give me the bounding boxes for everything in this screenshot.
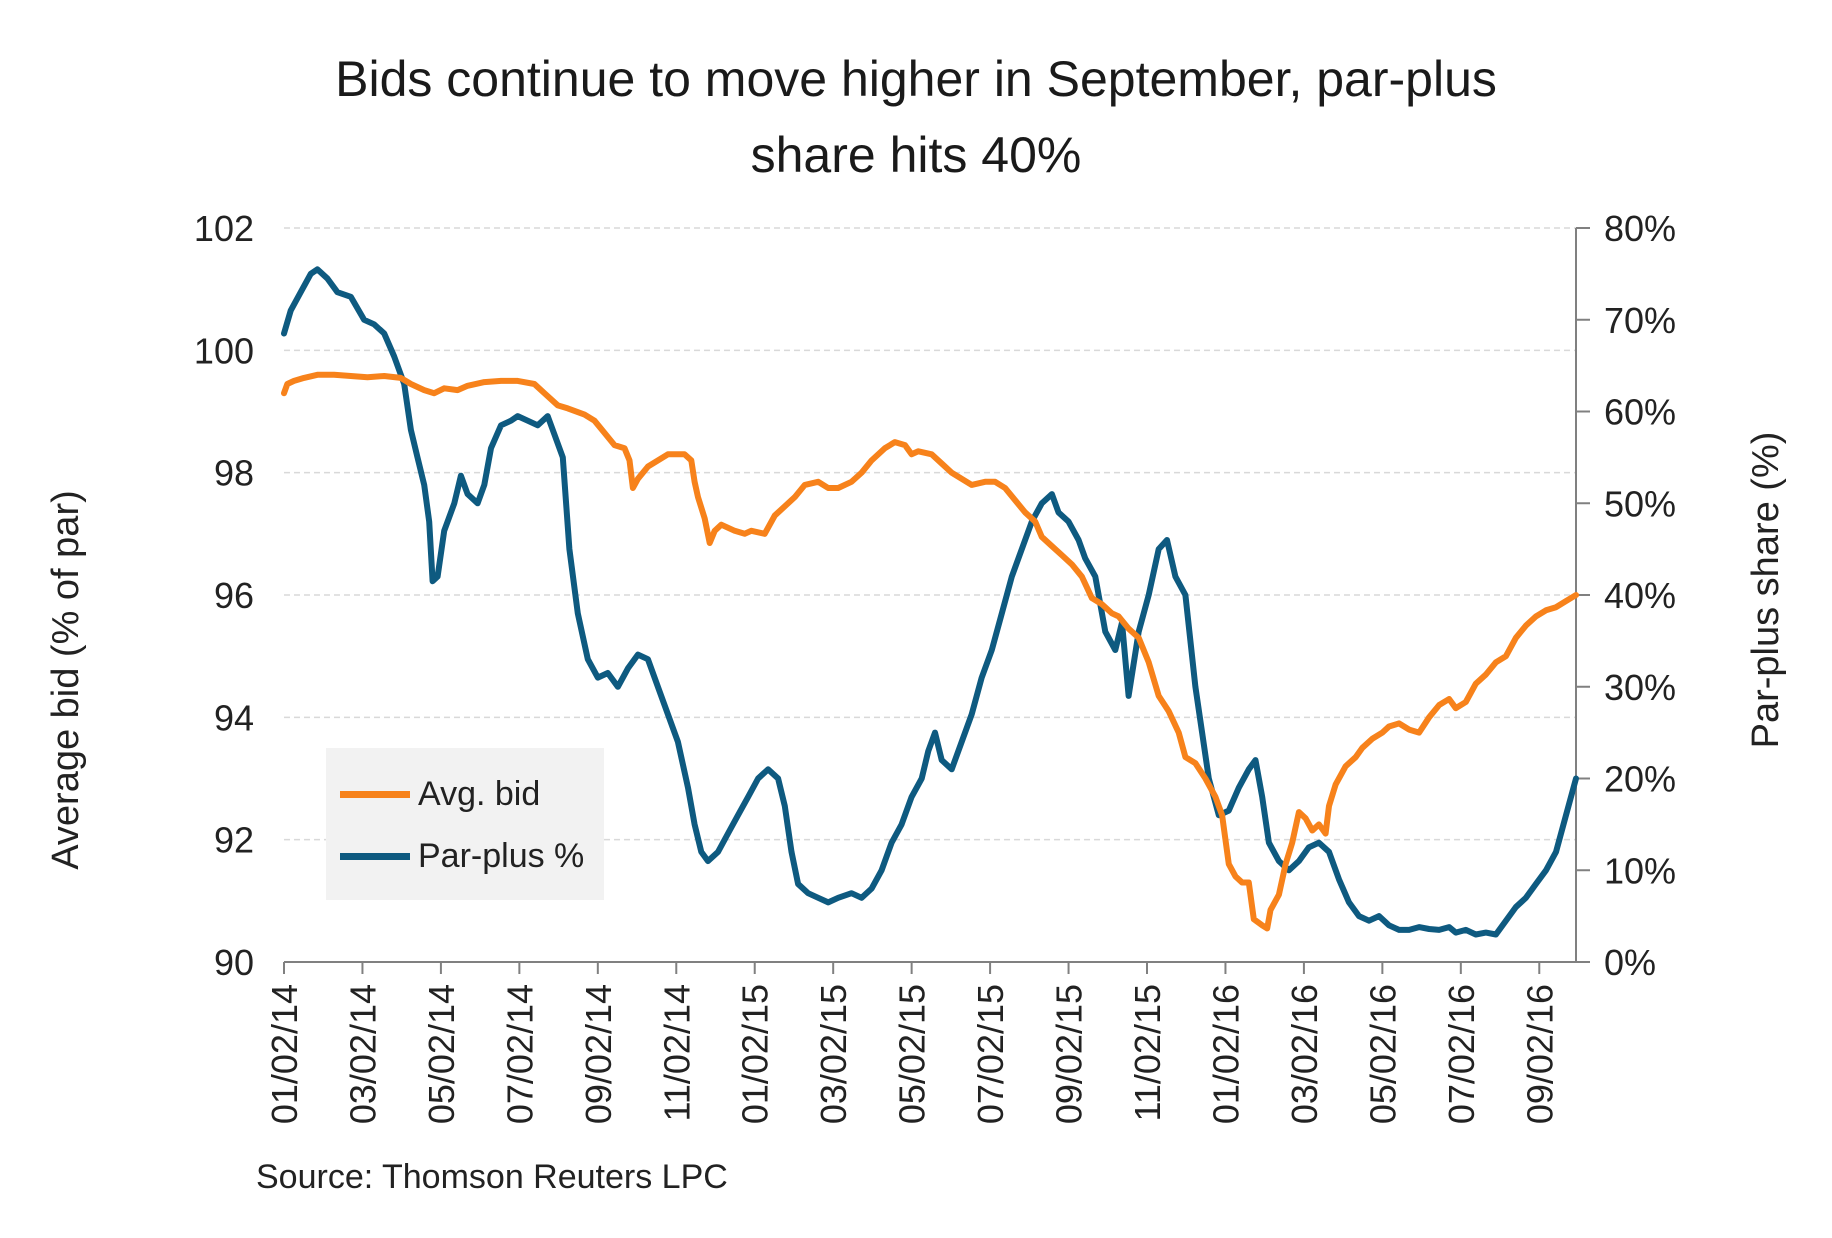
y-right-tick-label: 40%: [1604, 575, 1676, 616]
x-tick-label: 03/02/16: [1284, 984, 1325, 1124]
y-right-tick-label: 0%: [1604, 942, 1656, 983]
y-left-tick-label: 98: [214, 453, 254, 494]
series-line-avg-bid: [281, 371, 1579, 932]
x-tick-label: 03/02/14: [342, 984, 383, 1124]
y-right-tick-label: 10%: [1604, 850, 1676, 891]
y-axis-right-label: Par-plus share (%): [1745, 432, 1787, 749]
x-axis-ticks: 01/02/14 03/02/14 05/02/14 07/02/14 09/02/14…: [264, 962, 1560, 1124]
y-left-tick-label: 94: [214, 697, 254, 738]
y-axis-left-ticks: 102 100 98 96 94 92 90: [194, 208, 254, 983]
y-axis-right-ticks: 80% 70% 60% 50% 40% 30% 20% 10% 0%: [1576, 208, 1676, 983]
x-tick-label: 07/02/16: [1441, 984, 1482, 1124]
legend-label-par-plus: Par-plus %: [418, 836, 585, 875]
x-tick-label: 03/02/15: [813, 984, 854, 1124]
x-tick-label: 01/02/16: [1205, 984, 1246, 1124]
x-tick-label: 11/02/15: [1127, 984, 1168, 1121]
legend: Avg. bid Par-plus %: [326, 748, 604, 900]
y-right-tick-label: 30%: [1604, 667, 1676, 708]
chart-title-line1: Bids continue to move higher in Septembe…: [335, 51, 1497, 107]
legend-swatch-par-plus: [340, 852, 410, 860]
source-note: Source: Thomson Reuters LPC: [256, 1158, 728, 1196]
series-lines: [281, 266, 1579, 938]
legend-swatch-avg-bid: [340, 790, 410, 798]
x-tick-label: 09/02/15: [1049, 984, 1090, 1124]
legend-item-avg-bid: Avg. bid: [340, 774, 540, 814]
x-tick-label: 05/02/16: [1362, 984, 1403, 1124]
x-tick-label: 07/02/15: [970, 984, 1011, 1124]
x-tick-label: 05/02/14: [421, 984, 462, 1124]
x-tick-label: 07/02/14: [499, 984, 540, 1124]
x-tick-label: 01/02/14: [264, 984, 305, 1124]
x-tick-label: 01/02/15: [735, 984, 776, 1124]
series-line-par-plus: [281, 266, 1579, 938]
legend-label-avg-bid: Avg. bid: [418, 774, 541, 813]
y-right-tick-label: 60%: [1604, 392, 1676, 433]
x-tick-label: 05/02/15: [892, 984, 933, 1124]
y-left-tick-label: 100: [194, 330, 254, 371]
y-right-tick-label: 80%: [1604, 208, 1676, 249]
y-left-tick-label: 90: [214, 942, 254, 983]
y-left-tick-label: 102: [194, 208, 254, 249]
x-tick-label: 09/02/16: [1519, 984, 1560, 1124]
y-axis-left-label: Average bid (% of par): [45, 490, 87, 870]
y-right-tick-label: 70%: [1604, 300, 1676, 341]
x-tick-label: 09/02/14: [578, 984, 619, 1124]
x-tick-label: 11/02/14: [656, 984, 697, 1121]
y-right-tick-label: 20%: [1604, 759, 1676, 800]
y-left-tick-label: 96: [214, 575, 254, 616]
y-left-tick-label: 92: [214, 820, 254, 861]
chart-title-line2: share hits 40%: [750, 127, 1082, 183]
y-right-tick-label: 50%: [1604, 483, 1676, 524]
legend-item-par-plus: Par-plus %: [340, 836, 584, 876]
